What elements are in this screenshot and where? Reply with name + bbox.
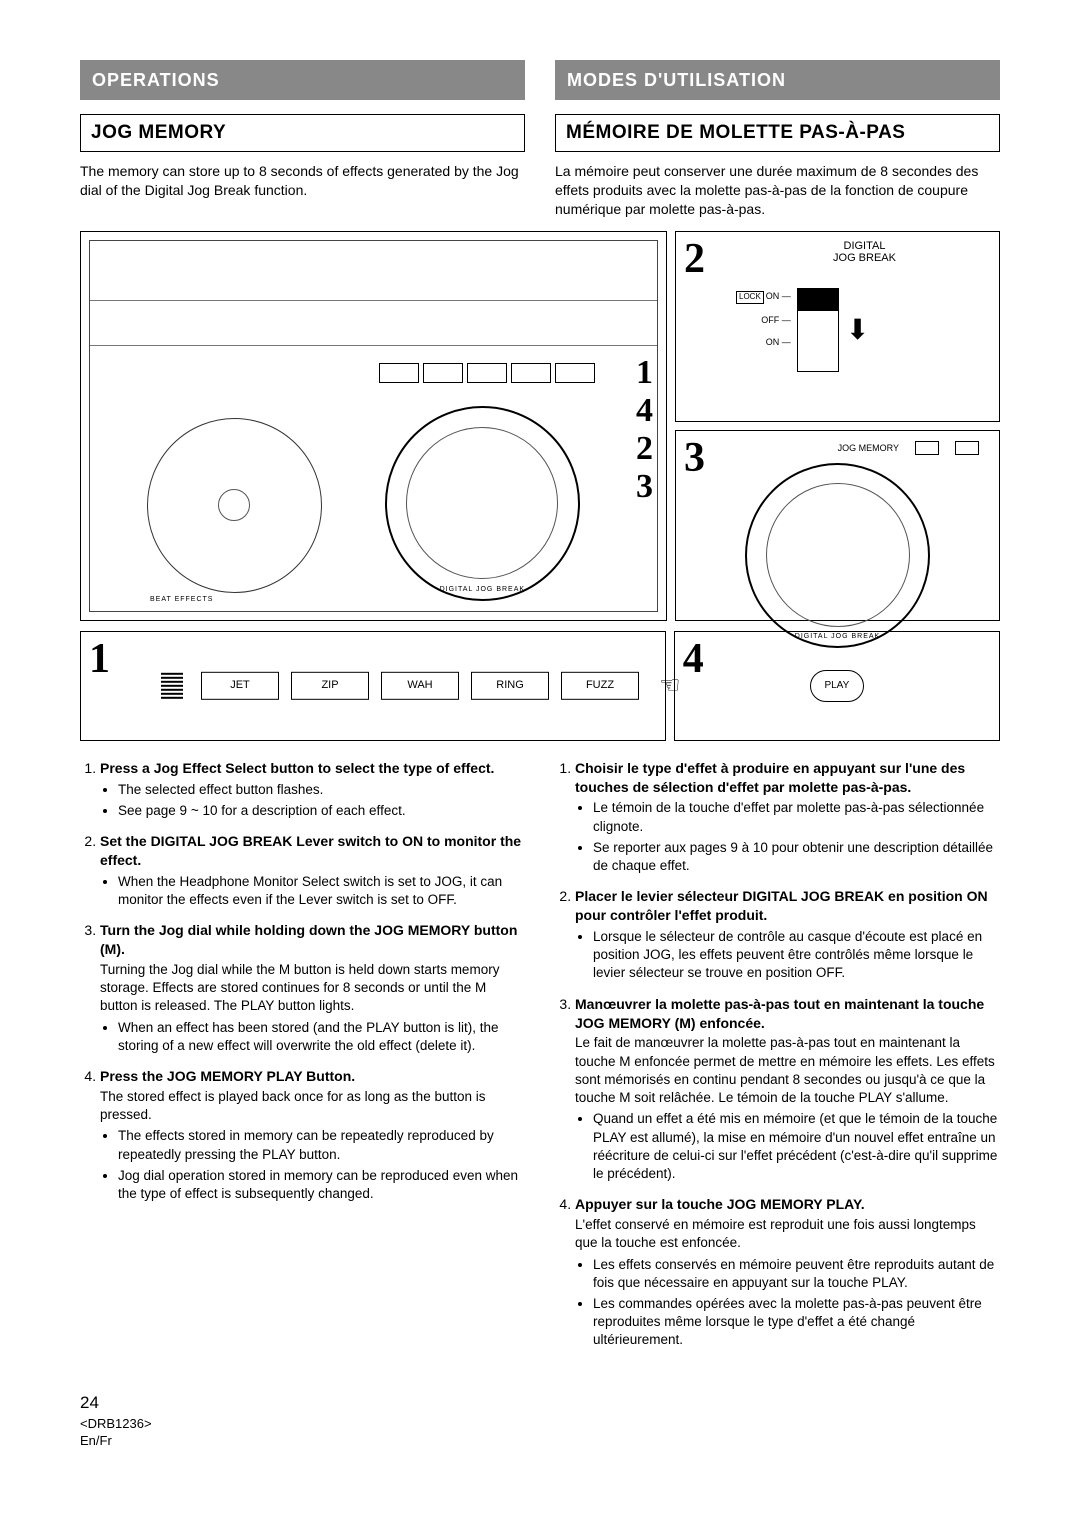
effect-wah-button: WAH — [381, 672, 459, 700]
left-instructions: Press a Jog Effect Select button to sele… — [80, 759, 525, 1362]
jog-memory-diagram: 3 JOG MEMORY DIGITAL JOG BREAK — [675, 430, 1000, 621]
step-body: Le fait de manœuvrer la molette pas-à-pa… — [575, 1034, 1000, 1107]
beat-effects-wheel — [147, 418, 322, 593]
right-intro: La mémoire peut conserver une durée maxi… — [555, 162, 1000, 219]
step-bullets: The effects stored in memory can be repe… — [100, 1127, 525, 1203]
effect-ring-button: RING — [471, 672, 549, 700]
bullet-item: Les commandes opérées avec la molette pa… — [593, 1295, 1000, 1350]
step-title: Press a Jog Effect Select button to sele… — [100, 759, 525, 778]
bullet-item: Les effets conservés en mémoire peuvent … — [593, 1256, 1000, 1292]
header-row: OPERATIONS JOG MEMORY The memory can sto… — [80, 60, 1000, 231]
lang-indicator: En/Fr — [80, 1432, 1000, 1450]
jog-memory-title: JOG MEMORY — [80, 114, 525, 152]
instruction-step: Manœuvrer la molette pas-à-pas tout en m… — [575, 995, 1000, 1184]
instruction-step: Choisir le type d'effet à produire en ap… — [575, 759, 1000, 876]
step-bullets: Quand un effet a été mis en mémoire (et … — [575, 1110, 1000, 1183]
jog-wheel-label: DIGITAL JOG BREAK — [440, 585, 525, 594]
step-bullets: Le témoin de la touche d'effet par molet… — [575, 799, 1000, 875]
play-button-diagram: 4 PLAY — [674, 631, 1000, 741]
panel-jog-effect-row — [379, 363, 595, 383]
play-button-oval: PLAY — [810, 670, 864, 702]
bullet-item: See page 9 ~ 10 for a description of eac… — [118, 802, 525, 820]
jog-wheel-large: DIGITAL JOG BREAK — [385, 406, 580, 601]
bullet-item: Se reporter aux pages 9 à 10 pour obteni… — [593, 839, 1000, 875]
effect-jet-button: JET — [201, 672, 279, 700]
step-title: Choisir le type d'effet à produire en ap… — [575, 759, 1000, 797]
effect-select-diagram: 1 JET ZIP WAH RING FUZZ ☜ — [80, 631, 666, 741]
step-title: Placer le levier sélecteur DIGITAL JOG B… — [575, 887, 1000, 925]
step-title: Manœuvrer la molette pas-à-pas tout en m… — [575, 995, 1000, 1033]
bullet-item: Lorsque le sélecteur de contrôle au casq… — [593, 928, 1000, 983]
step-bullets: Les effets conservés en mémoire peuvent … — [575, 1256, 1000, 1350]
jog-wheel-medium: DIGITAL JOG BREAK — [745, 463, 930, 648]
page-footer: 24 <DRB1236> En/Fr — [80, 1392, 1000, 1450]
bullet-item: Jog dial operation stored in memory can … — [118, 1167, 525, 1203]
page-number: 24 — [80, 1392, 1000, 1415]
instruction-step: Placer le levier sélecteur DIGITAL JOG B… — [575, 887, 1000, 982]
step-bullets: Lorsque le sélecteur de contrôle au casq… — [575, 928, 1000, 983]
step-body: L'effet conservé en mémoire est reprodui… — [575, 1216, 1000, 1252]
bullet-item: When an effect has been stored (and the … — [118, 1019, 525, 1055]
step-bullets: When an effect has been stored (and the … — [100, 1019, 525, 1055]
instruction-step: Press a Jog Effect Select button to sele… — [100, 759, 525, 820]
lever-slot: ⬇ — [797, 288, 839, 372]
bullet-item: The effects stored in memory can be repe… — [118, 1127, 525, 1163]
right-instructions: Choisir le type d'effet à produire en ap… — [555, 759, 1000, 1362]
step1-num: 1 — [89, 638, 110, 680]
effect-fuzz-button: FUZZ — [561, 672, 639, 700]
instruction-step: Set the DIGITAL JOG BREAK Lever switch t… — [100, 832, 525, 909]
beat-effects-label: BEAT EFFECTS — [150, 595, 213, 604]
step-title: Set the DIGITAL JOG BREAK Lever switch t… — [100, 832, 525, 870]
diagram-area: DIGITAL JOG BREAK BEAT EFFECTS 1 4 2 3 2 — [80, 231, 1000, 741]
jogmem-buttons: JOG MEMORY — [686, 441, 989, 455]
bullet-item: When the Headphone Monitor Select switch… — [118, 873, 525, 909]
modes-header: MODES D'UTILISATION — [555, 60, 1000, 100]
step-bullets: When the Headphone Monitor Select switch… — [100, 873, 525, 909]
lever-switch-diagram: 2 DIGITALJOG BREAK LOCKON — OFF — ON — — [675, 231, 1000, 422]
left-intro: The memory can store up to 8 seconds of … — [80, 162, 525, 200]
memoire-title: MÉMOIRE DE MOLETTE PAS-À-PAS — [555, 114, 1000, 152]
bullet-item: The selected effect button flashes. — [118, 781, 525, 799]
instruction-step: Press the JOG MEMORY PLAY Button. The sto… — [100, 1067, 525, 1203]
panel-side-markers: 1 4 2 3 — [636, 356, 653, 504]
step-title: Appuyer sur la touche JOG MEMORY PLAY. — [575, 1195, 1000, 1214]
doc-id: <DRB1236> — [80, 1415, 1000, 1433]
operations-header: OPERATIONS — [80, 60, 525, 100]
step-title: Turn the Jog dial while holding down the… — [100, 921, 525, 959]
effect-zip-button: ZIP — [291, 672, 369, 700]
switch-title: DIGITALJOG BREAK — [736, 240, 993, 264]
instruction-step: Appuyer sur la touche JOG MEMORY PLAY. L'… — [575, 1195, 1000, 1349]
step-title: Press the JOG MEMORY PLAY Button. — [100, 1067, 525, 1086]
main-panel-diagram: DIGITAL JOG BREAK BEAT EFFECTS 1 4 2 3 — [80, 231, 667, 621]
lever-levels: LOCKON — OFF — ON — — [736, 268, 791, 372]
step-body: Turning the Jog dial while the M button … — [100, 961, 525, 1016]
step-bullets: The selected effect button flashes. See p… — [100, 781, 525, 820]
arrow-down-icon: ⬇ — [846, 311, 869, 349]
instruction-step: Turn the Jog dial while holding down the… — [100, 921, 525, 1055]
bullet-item: Quand un effet a été mis en mémoire (et … — [593, 1110, 1000, 1183]
bullet-item: Le témoin de la touche d'effet par molet… — [593, 799, 1000, 835]
step-body: The stored effect is played back once fo… — [100, 1088, 525, 1124]
